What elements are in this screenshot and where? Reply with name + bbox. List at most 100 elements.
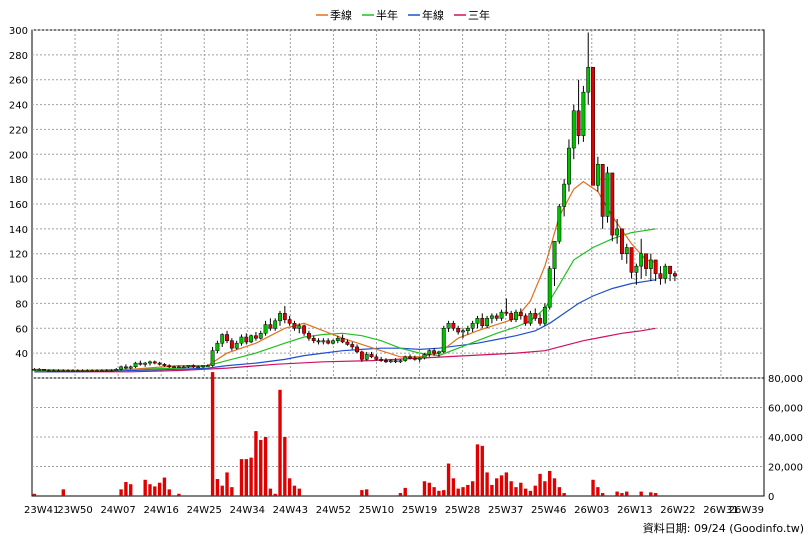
volume-bar <box>639 491 643 496</box>
volume-bar <box>509 481 513 496</box>
candle-body <box>591 67 595 186</box>
candle-body <box>37 369 42 371</box>
price-tick-label: 60 <box>15 324 28 335</box>
volume-bar <box>225 472 229 496</box>
candle-body <box>345 341 350 345</box>
volume-bar <box>61 489 65 496</box>
candle-body <box>205 365 210 367</box>
volume-bar <box>427 482 431 496</box>
volume-bar <box>519 482 523 496</box>
candle-body <box>542 306 547 324</box>
candle-body <box>571 110 576 149</box>
volume-tick-label: 60,000 <box>768 404 803 415</box>
candle-body <box>191 365 196 368</box>
x-tick-label: 23W41 <box>24 505 59 516</box>
candle-body <box>210 350 215 366</box>
candle-body <box>196 366 201 369</box>
candle-body <box>658 273 663 279</box>
candle-body <box>181 366 186 369</box>
volume-bar <box>230 487 234 496</box>
legend-label: 三年 <box>468 8 490 22</box>
candle-body <box>504 311 509 314</box>
volume-bar <box>273 493 277 496</box>
price-tick-label: 40 <box>15 349 28 360</box>
candle-body <box>278 313 282 322</box>
x-tick-label: 26W13 <box>617 505 652 516</box>
ma-3year-line <box>34 327 656 373</box>
candle-body <box>538 318 543 324</box>
candle-body <box>109 370 114 372</box>
candle-body <box>465 328 470 332</box>
volume-bar <box>596 487 600 496</box>
volume-bar <box>653 493 658 496</box>
candle-body <box>42 369 46 371</box>
volume-bar <box>167 489 171 496</box>
candle-body <box>95 370 99 372</box>
candle-body <box>408 356 412 359</box>
candle-body <box>268 324 273 329</box>
volume-bar <box>591 479 595 496</box>
volume-bar <box>504 472 509 496</box>
candle-body <box>509 313 514 320</box>
candle-body <box>282 313 287 320</box>
volume-bar <box>292 485 297 496</box>
candle-body <box>523 315 528 324</box>
volume-bar <box>148 484 152 496</box>
volume-bar <box>451 478 456 496</box>
volume-bar <box>268 488 273 496</box>
candle-body <box>668 265 673 274</box>
candle-body <box>648 259 653 269</box>
candle-body <box>215 342 220 351</box>
volume-bar <box>177 493 181 496</box>
candle-body <box>653 259 658 274</box>
candle-body <box>157 362 162 365</box>
volume-bar <box>548 470 552 496</box>
x-tick-label: 24W25 <box>187 505 222 516</box>
candle-body <box>422 354 427 359</box>
volume-bar <box>470 481 475 496</box>
ma-half-line <box>34 228 656 372</box>
volume-bar <box>480 445 484 496</box>
candle-body <box>263 324 268 334</box>
volume-bar <box>615 491 619 496</box>
volume-bar <box>360 490 364 496</box>
volume-bar <box>538 473 542 496</box>
x-tick-label: 23W50 <box>57 505 92 516</box>
volume-panel: 0 20,000 40,000 60,000 80,000 <box>31 372 803 503</box>
volume-bar <box>215 479 220 496</box>
chart-legend: 季線 半年 年線 三年 <box>316 8 490 22</box>
x-tick-label: 25W28 <box>445 505 480 516</box>
candle-body <box>485 318 490 327</box>
volume-bar <box>437 490 441 496</box>
volume-bar <box>466 484 470 496</box>
candle-body <box>547 268 552 308</box>
candle-body <box>186 365 191 368</box>
candle-body <box>639 253 644 267</box>
candle-body <box>46 370 51 372</box>
candle-body <box>138 362 143 365</box>
candle-body <box>85 370 90 372</box>
volume-bar <box>220 485 224 496</box>
candle-body <box>388 360 393 363</box>
candle-body <box>581 91 586 136</box>
candle-body <box>70 370 75 372</box>
volume-bar <box>456 488 460 496</box>
candle-body <box>610 172 615 236</box>
legend-label: 半年 <box>376 8 398 22</box>
price-tick-label: 160 <box>9 200 28 211</box>
candle-body <box>75 370 80 372</box>
ma-year-line <box>34 279 656 373</box>
volume-tick-label: 20,000 <box>768 463 803 474</box>
candle-body <box>321 340 326 343</box>
candle-body <box>244 336 249 343</box>
candle-body <box>302 325 307 334</box>
candle-body <box>451 323 456 329</box>
candle-body <box>446 323 451 329</box>
x-tick-label: 26W31 <box>703 505 738 516</box>
volume-bar <box>533 485 537 496</box>
x-tick-label: 24W43 <box>273 505 308 516</box>
candle-body <box>66 370 71 372</box>
volume-bar <box>129 484 133 496</box>
volume-bar <box>239 459 244 496</box>
